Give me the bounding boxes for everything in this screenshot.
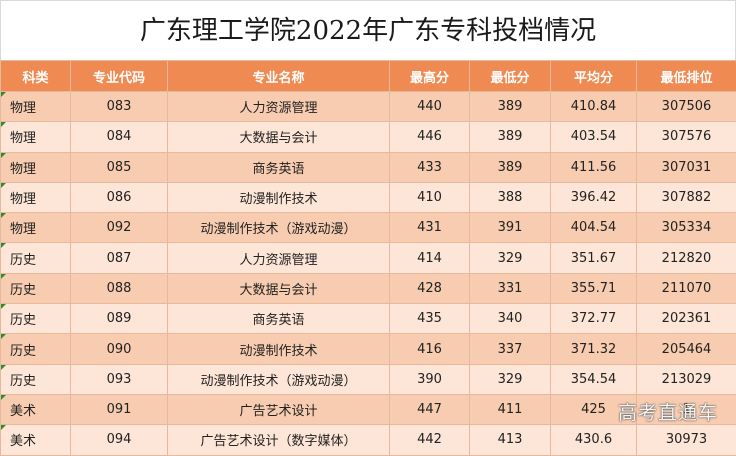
- avg-score-cell: 404.54: [551, 213, 637, 243]
- min-rank-cell: 307506: [637, 92, 736, 122]
- major-name-cell: 动漫制作技术: [168, 334, 390, 364]
- major-name-cell: 动漫制作技术（游戏动漫）: [168, 213, 390, 243]
- major-code-cell: 083: [71, 92, 168, 122]
- category-cell: 物理: [1, 152, 71, 182]
- column-header-avg-score: 平均分: [551, 61, 637, 92]
- table-header-row: 科类 专业代码 专业名称 最高分 最低分 平均分 最低排位: [1, 61, 736, 92]
- max-score-cell: 435: [390, 304, 470, 334]
- category-cell: 物理: [1, 182, 71, 212]
- avg-score-cell: 372.77: [551, 304, 637, 334]
- column-header-major-code: 专业代码: [71, 61, 168, 92]
- max-score-cell: 428: [390, 273, 470, 303]
- max-score-cell: 414: [390, 243, 470, 273]
- watermark-text: 高考直通车: [618, 398, 718, 425]
- category-cell: 美术: [1, 394, 71, 424]
- major-name-cell: 人力资源管理: [168, 92, 390, 122]
- min-rank-cell: 211070: [637, 273, 736, 303]
- min-rank-cell: 307031: [637, 152, 736, 182]
- major-name-cell: 动漫制作技术（游戏动漫）: [168, 364, 390, 394]
- major-code-cell: 090: [71, 334, 168, 364]
- min-rank-cell: 213029: [637, 364, 736, 394]
- category-cell: 历史: [1, 304, 71, 334]
- min-score-cell: 388: [470, 182, 551, 212]
- major-code-cell: 086: [71, 182, 168, 212]
- min-score-cell: 340: [470, 304, 551, 334]
- major-name-cell: 大数据与会计: [168, 273, 390, 303]
- major-name-cell: 人力资源管理: [168, 243, 390, 273]
- major-code-cell: 093: [71, 364, 168, 394]
- major-name-cell: 广告艺术设计: [168, 394, 390, 424]
- min-rank-cell: 212820: [637, 243, 736, 273]
- max-score-cell: 416: [390, 334, 470, 364]
- avg-score-cell: 371.32: [551, 334, 637, 364]
- major-name-cell: 商务英语: [168, 304, 390, 334]
- page-title: 广东理工学院2022年广东专科投档情况: [0, 0, 736, 60]
- min-rank-cell: 205464: [637, 334, 736, 364]
- avg-score-cell: 410.84: [551, 92, 637, 122]
- min-rank-cell: 307576: [637, 122, 736, 152]
- avg-score-cell: 355.71: [551, 273, 637, 303]
- category-cell: 历史: [1, 243, 71, 273]
- min-score-cell: 389: [470, 92, 551, 122]
- max-score-cell: 431: [390, 213, 470, 243]
- major-code-cell: 088: [71, 273, 168, 303]
- major-code-cell: 084: [71, 122, 168, 152]
- min-score-cell: 331: [470, 273, 551, 303]
- max-score-cell: 446: [390, 122, 470, 152]
- column-header-min-rank: 最低排位: [637, 61, 736, 92]
- major-name-cell: 动漫制作技术: [168, 182, 390, 212]
- min-score-cell: 389: [470, 152, 551, 182]
- min-score-cell: 329: [470, 364, 551, 394]
- min-score-cell: 411: [470, 394, 551, 424]
- category-cell: 物理: [1, 122, 71, 152]
- max-score-cell: 447: [390, 394, 470, 424]
- major-name-cell: 大数据与会计: [168, 122, 390, 152]
- avg-score-cell: 351.67: [551, 243, 637, 273]
- category-cell: 历史: [1, 334, 71, 364]
- major-code-cell: 092: [71, 213, 168, 243]
- major-code-cell: 089: [71, 304, 168, 334]
- min-rank-cell: 305334: [637, 213, 736, 243]
- major-code-cell: 087: [71, 243, 168, 273]
- major-name-cell: 商务英语: [168, 152, 390, 182]
- min-score-cell: 329: [470, 243, 551, 273]
- min-score-cell: 389: [470, 122, 551, 152]
- avg-score-cell: 354.54: [551, 364, 637, 394]
- avg-score-cell: 411.56: [551, 152, 637, 182]
- major-code-cell: 085: [71, 152, 168, 182]
- category-cell: 历史: [1, 364, 71, 394]
- max-score-cell: 390: [390, 364, 470, 394]
- category-cell: 历史: [1, 273, 71, 303]
- avg-score-cell: 403.54: [551, 122, 637, 152]
- category-cell: 物理: [1, 92, 71, 122]
- major-code-cell: 091: [71, 394, 168, 424]
- max-score-cell: 433: [390, 152, 470, 182]
- max-score-cell: 410: [390, 182, 470, 212]
- column-header-major-name: 专业名称: [168, 61, 390, 92]
- category-cell: 物理: [1, 213, 71, 243]
- column-header-category: 科类: [1, 61, 71, 92]
- min-score-cell: 391: [470, 213, 551, 243]
- min-rank-cell: 202361: [637, 304, 736, 334]
- column-header-max-score: 最高分: [390, 61, 470, 92]
- column-header-min-score: 最低分: [470, 61, 551, 92]
- min-rank-cell: 307882: [637, 182, 736, 212]
- max-score-cell: 440: [390, 92, 470, 122]
- min-score-cell: 337: [470, 334, 551, 364]
- avg-score-cell: 396.42: [551, 182, 637, 212]
